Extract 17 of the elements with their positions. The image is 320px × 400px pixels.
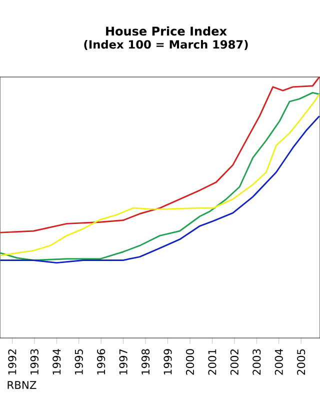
x-tick-label: 1996 [97,349,106,374]
x-tick-label: 2005 [297,349,306,375]
x-tick-label: 1994 [52,349,61,374]
x-tick-label: 1998 [142,349,150,374]
chart-subtitle: (Index 100 = March 1987) [84,40,248,50]
text: RBNZ [8,381,36,389]
chart-title: House Price Index [106,26,227,36]
x-tick-label: 1993 [30,349,38,374]
x-tick-label: 2003 [252,349,261,375]
x-tick-label: 1997 [119,349,128,374]
x-tick-label: 2002 [230,349,238,375]
x-tick-label: 2001 [208,349,216,375]
x-tick-label: 1999 [164,349,172,374]
x-tick-label: 1992 [8,349,16,374]
x-tick-label: 1995 [74,349,83,374]
x-tick-label: 2004 [274,349,283,375]
x-tick-label: 2000 [186,349,194,375]
